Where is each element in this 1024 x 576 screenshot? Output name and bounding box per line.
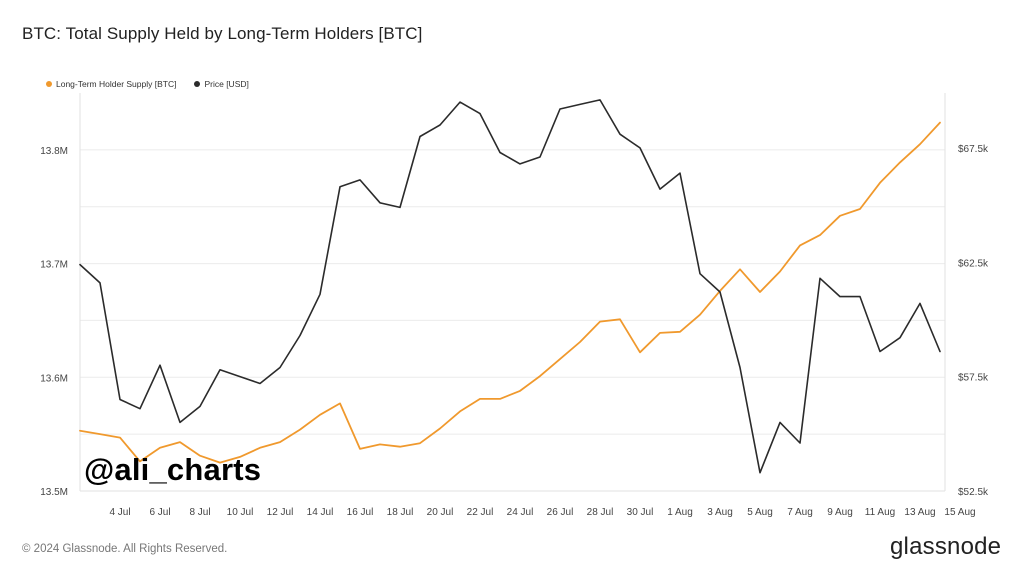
x-tick-label: 18 Jul bbox=[387, 507, 414, 518]
chart-legend: Long-Term Holder Supply [BTC] Price [USD… bbox=[46, 79, 249, 89]
x-tick-label: 28 Jul bbox=[587, 507, 614, 518]
legend-swatch-supply bbox=[46, 81, 52, 87]
y-right-tick-label: $62.5k bbox=[958, 258, 989, 269]
x-tick-label: 24 Jul bbox=[507, 507, 534, 518]
x-tick-label: 3 Aug bbox=[707, 507, 733, 518]
y-right-tick-label: $52.5k bbox=[958, 487, 989, 498]
brand-logo: glassnode bbox=[890, 533, 1002, 560]
legend-item-supply[interactable]: Long-Term Holder Supply [BTC] bbox=[46, 79, 176, 89]
x-tick-label: 15 Aug bbox=[944, 507, 975, 518]
series-line-supply bbox=[79, 121, 941, 464]
legend-label-price: Price [USD] bbox=[204, 79, 249, 89]
y-left-tick-label: 13.6M bbox=[40, 373, 68, 384]
x-tick-label: 20 Jul bbox=[427, 507, 454, 518]
x-tick-label: 10 Jul bbox=[227, 507, 254, 518]
x-tick-label: 8 Jul bbox=[189, 507, 210, 518]
x-tick-label: 16 Jul bbox=[347, 507, 374, 518]
chart-title: BTC: Total Supply Held by Long-Term Hold… bbox=[22, 24, 423, 43]
legend-swatch-price bbox=[194, 81, 201, 87]
legend-item-price[interactable]: Price [USD] bbox=[194, 79, 249, 89]
y-right-tick-label: $67.5k bbox=[958, 144, 989, 155]
x-tick-label: 13 Aug bbox=[904, 507, 935, 518]
x-tick-label: 7 Aug bbox=[787, 507, 813, 518]
x-tick-label: 5 Aug bbox=[747, 507, 773, 518]
y-left-tick-label: 13.8M bbox=[40, 146, 68, 157]
x-tick-label: 6 Jul bbox=[149, 507, 170, 518]
x-tick-label: 14 Jul bbox=[307, 507, 334, 518]
y-left-tick-label: 13.5M bbox=[40, 487, 68, 498]
x-tick-label: 30 Jul bbox=[627, 507, 654, 518]
x-tick-label: 1 Aug bbox=[667, 507, 693, 518]
x-tick-label: 11 Aug bbox=[865, 507, 895, 518]
x-tick-label: 12 Jul bbox=[267, 507, 294, 518]
x-tick-label: 9 Aug bbox=[827, 507, 853, 518]
x-tick-label: 22 Jul bbox=[467, 507, 494, 518]
series-line-price bbox=[79, 99, 941, 474]
copyright-footer: © 2024 Glassnode. All Rights Reserved. bbox=[22, 543, 228, 555]
y-right-tick-label: $57.5k bbox=[958, 373, 989, 384]
watermark-text: @ali_charts bbox=[84, 452, 262, 487]
y-left-tick-label: 13.7M bbox=[40, 260, 68, 271]
legend-label-supply: Long-Term Holder Supply [BTC] bbox=[56, 79, 177, 89]
x-tick-label: 4 Jul bbox=[109, 507, 130, 518]
x-tick-label: 26 Jul bbox=[547, 507, 574, 518]
